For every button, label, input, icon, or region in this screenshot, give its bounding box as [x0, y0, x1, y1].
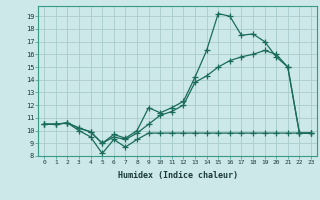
X-axis label: Humidex (Indice chaleur): Humidex (Indice chaleur) — [118, 171, 238, 180]
